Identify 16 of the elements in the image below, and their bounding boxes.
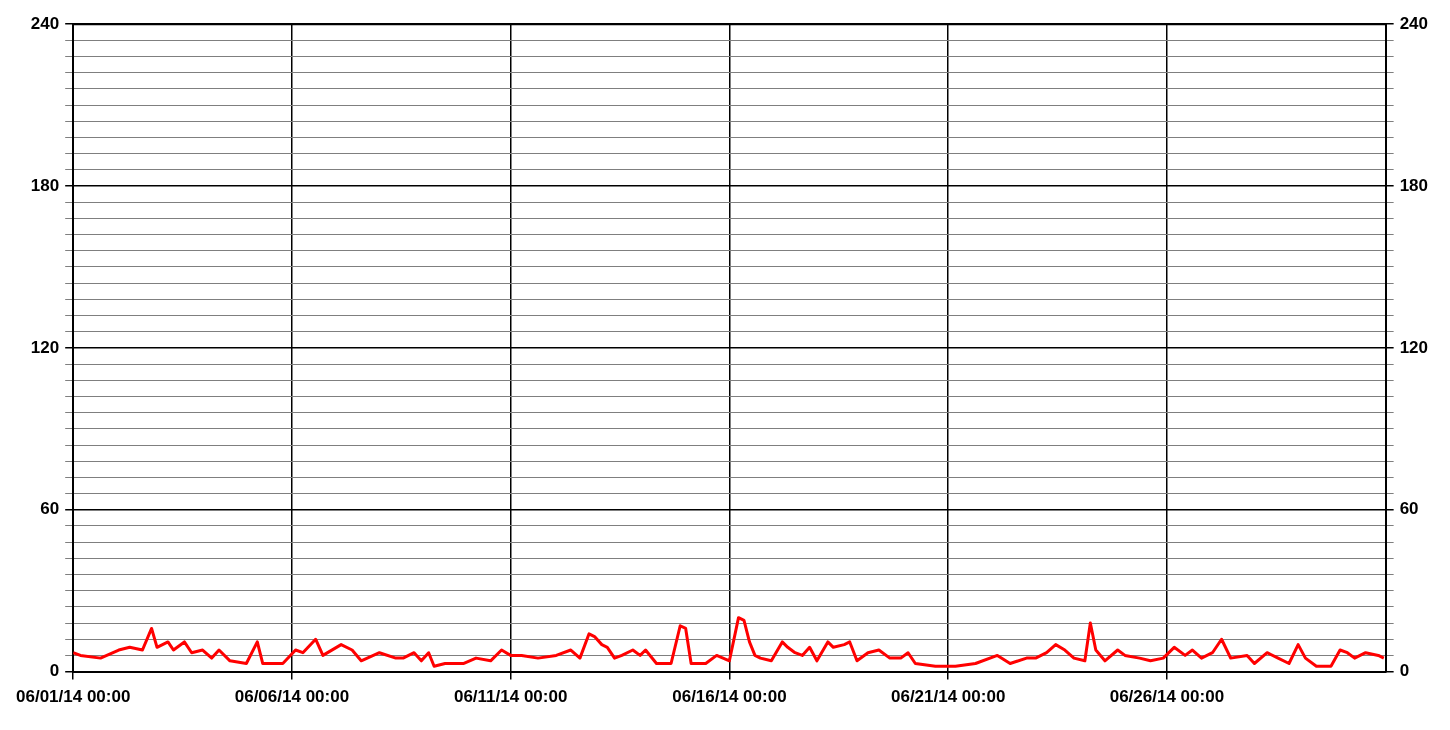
y2-tick-label: 240 (1399, 13, 1429, 33)
x-tick-label: 06/21/14 00:00 (890, 687, 1006, 707)
x-tick-label: 06/26/14 00:00 (1109, 687, 1225, 707)
x-tick-label: 06/06/14 00:00 (234, 687, 350, 707)
y2-tick-label: 60 (1399, 499, 1419, 519)
y-tick-label: 60 (40, 499, 60, 519)
x-tick-label: 06/01/14 00:00 (15, 687, 131, 707)
y2-tick-label: 180 (1399, 175, 1429, 195)
y-tick-label: 180 (30, 175, 60, 195)
y2-tick-label: 120 (1399, 337, 1429, 357)
y-tick-label: 120 (30, 337, 60, 357)
x-tick-label: 06/11/14 00:00 (453, 687, 568, 707)
x-tick-label: 06/16/14 00:00 (672, 687, 787, 707)
y2-tick-label: 0 (1399, 661, 1410, 681)
y-tick-label: 240 (30, 13, 60, 33)
y-tick-label: 0 (49, 661, 60, 681)
